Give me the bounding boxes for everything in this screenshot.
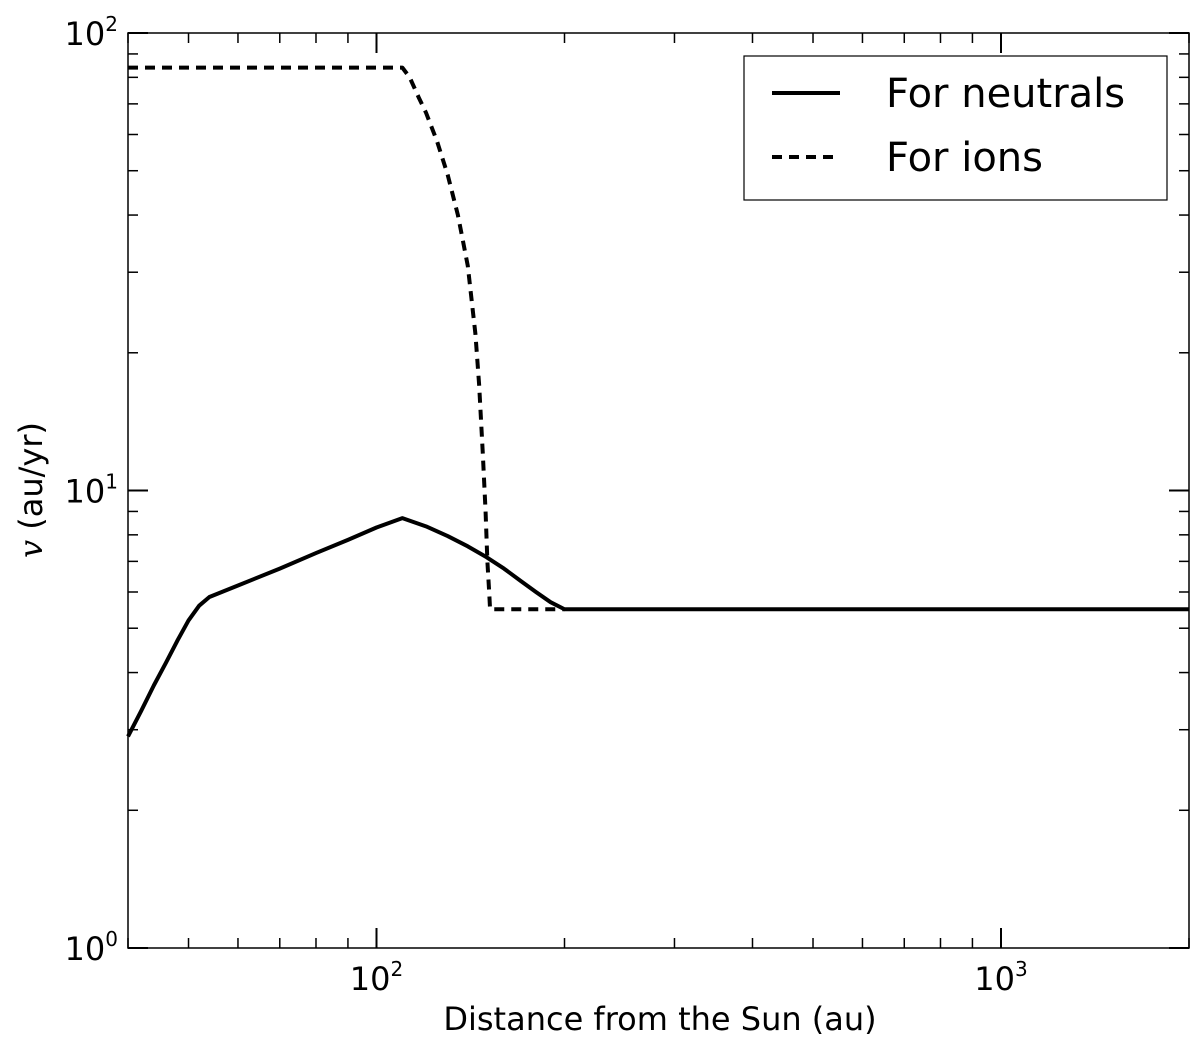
tick-labels: 102 103 100 101 102	[65, 12, 1028, 998]
series-line-neutrals	[126, 516, 1189, 738]
y-tick-label: 101	[65, 470, 118, 511]
legend-label-ions: For ions	[886, 135, 1043, 181]
y-axis-label: v (au/yr)	[12, 422, 50, 558]
plot-frame	[127, 32, 1190, 949]
y-tick-label: 100	[65, 927, 118, 968]
legend-box	[743, 55, 1168, 201]
legend: For neutrals For ions	[743, 55, 1168, 201]
y-tick-label: 102	[65, 12, 118, 53]
x-tick-label: 103	[974, 957, 1027, 998]
y-axis-unit: (au/yr)	[12, 422, 50, 540]
series-line-ions	[128, 65, 565, 612]
x-tick-label: 102	[350, 957, 403, 998]
legend-label-neutrals: For neutrals	[886, 71, 1125, 117]
y-axis-variable: v	[12, 540, 50, 558]
series-layer	[126, 65, 1189, 738]
x-axis-label: Distance from the Sun (au)	[443, 1000, 876, 1038]
